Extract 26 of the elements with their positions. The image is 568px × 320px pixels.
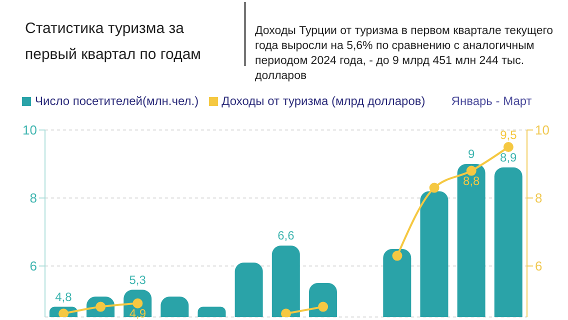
chart-subtitle: Доходы Турции от туризма в первом квартале текущего года выросли на 5,6% по сравнению с аналогичным периодом 2024 года, - до 9 млрд 451 млн 244 тыс. долларов: [255, 24, 554, 84]
y2-tick-label: 8: [535, 190, 542, 206]
data-label: 5,3: [129, 272, 146, 287]
point: [318, 302, 328, 312]
data-label: 6,6: [278, 228, 295, 243]
data-label: 8,8: [463, 174, 480, 188]
y-tick-label: 8: [30, 190, 37, 206]
y2-tick-label: 6: [535, 258, 542, 274]
point: [466, 166, 476, 176]
point: [429, 182, 440, 193]
text: Январь - Март: [451, 94, 532, 108]
point: [503, 142, 514, 152]
legend-label: Доходы от туризма (млрд долларов): [222, 94, 426, 108]
point: [281, 308, 291, 317]
data-label: 4,9: [129, 306, 146, 320]
data-label: 4,8: [55, 290, 72, 304]
point: [58, 308, 69, 317]
y-tick-label: 6: [30, 258, 37, 274]
point: [392, 250, 402, 261]
data-label: 8,9: [500, 150, 518, 164]
data-label: 9,5: [500, 128, 518, 142]
y-tick-label: 10: [22, 122, 37, 138]
y2-tick-label: 10: [535, 122, 550, 138]
chart-title: Статистика туризма за первый квартал по годам: [25, 19, 202, 65]
data-label: 9: [468, 147, 475, 161]
legend-label: Число посетителей(млн.чел.): [35, 94, 199, 108]
